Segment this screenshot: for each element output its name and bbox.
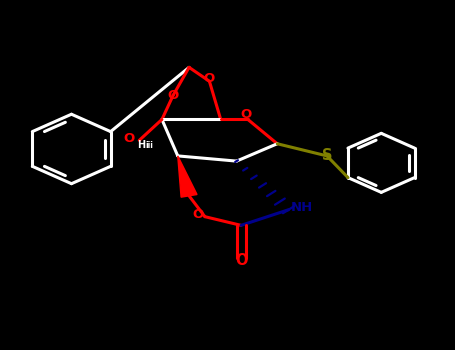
- Text: O: O: [204, 72, 215, 85]
- Text: O: O: [192, 209, 204, 222]
- Text: O: O: [240, 108, 251, 121]
- Text: S: S: [322, 148, 332, 163]
- Polygon shape: [178, 156, 197, 197]
- Text: O: O: [235, 253, 248, 267]
- Text: H: H: [137, 140, 146, 150]
- Text: O: O: [179, 182, 190, 195]
- Text: O: O: [124, 132, 135, 145]
- Text: iii: iii: [145, 141, 153, 150]
- Text: O: O: [167, 89, 179, 101]
- Text: NH: NH: [291, 202, 313, 215]
